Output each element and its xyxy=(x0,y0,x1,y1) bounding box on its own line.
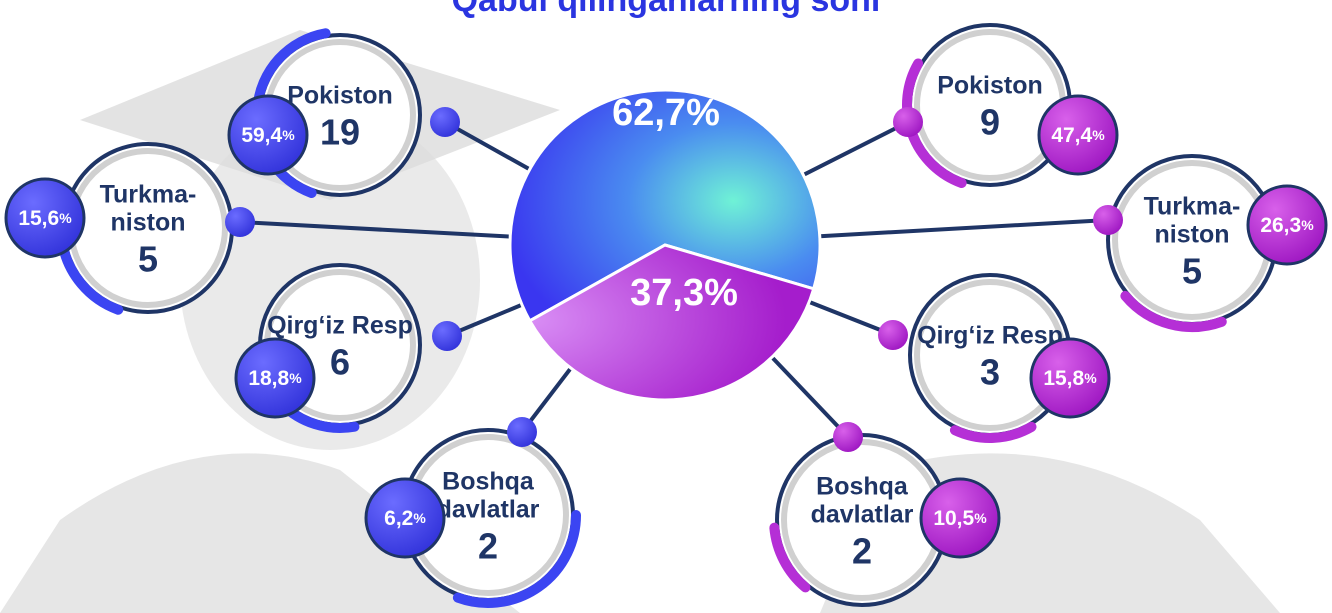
node-label: Boshqa xyxy=(442,468,535,496)
node-label: niston xyxy=(1155,221,1230,249)
badge-unit: % xyxy=(282,127,295,143)
connector-dot xyxy=(833,422,863,452)
title: Qabul qilinganlarning soni xyxy=(452,0,881,19)
node-label: Turkma- xyxy=(100,181,197,209)
node-label: Turkma- xyxy=(1144,193,1241,221)
node-label: davlatlar xyxy=(811,501,914,529)
node-label: Pokiston xyxy=(287,82,393,110)
node-count: 5 xyxy=(1182,251,1202,292)
badge-share: 59,4 xyxy=(241,124,282,147)
infographic: Qabul qilinganlarning soni 62,7% 37,3% Po… xyxy=(0,0,1332,613)
node-label: Qirg‘iz Resp xyxy=(267,312,413,340)
node-count: 3 xyxy=(980,352,1000,393)
node-count: 2 xyxy=(852,531,872,572)
badge-unit: % xyxy=(1084,370,1097,386)
badge-unit: % xyxy=(1092,127,1105,143)
node-label: niston xyxy=(111,209,186,237)
badge-share: 47,4 xyxy=(1051,124,1092,147)
pie-label: 37,3% xyxy=(630,272,738,314)
node-label: Pokiston xyxy=(937,72,1043,100)
connector-dot xyxy=(507,417,537,447)
connector-dot xyxy=(432,321,462,351)
badge-share: 10,5 xyxy=(933,507,974,530)
node-count: 5 xyxy=(138,239,158,280)
badge-share: 15,6 xyxy=(18,207,59,230)
node-count: 9 xyxy=(980,102,1000,143)
page: Infographic {"title": "Qabul qilinganlar… xyxy=(0,0,1332,613)
node-count: 2 xyxy=(478,526,498,567)
badge-share: 15,8 xyxy=(1043,367,1084,390)
node-count: 6 xyxy=(330,342,350,383)
badge-share: 18,8 xyxy=(248,367,289,390)
badge-share: 6,2 xyxy=(384,507,413,530)
node-count: 19 xyxy=(320,112,360,153)
badge-unit: % xyxy=(974,510,987,526)
node-label: Qirg‘iz Resp xyxy=(917,322,1063,350)
connector xyxy=(798,220,1108,238)
badge-unit: % xyxy=(413,510,426,526)
pie: 62,7% 37,3% xyxy=(510,90,820,400)
connector-dot xyxy=(225,207,255,237)
connector-dot xyxy=(878,320,908,350)
node-label: Boshqa xyxy=(816,473,909,501)
connector-dot xyxy=(1093,205,1123,235)
pie-label: 62,7% xyxy=(612,92,720,134)
body: Qabul qilinganlarning soni 62,7% 37,3% Po… xyxy=(0,0,1332,613)
connector-dot xyxy=(430,107,460,137)
connector-dot xyxy=(893,107,923,137)
node-label: davlatlar xyxy=(437,496,540,524)
badge-unit: % xyxy=(59,210,72,226)
badge-share: 26,3 xyxy=(1260,214,1301,237)
badge-unit: % xyxy=(1301,217,1314,233)
badge-unit: % xyxy=(289,370,302,386)
